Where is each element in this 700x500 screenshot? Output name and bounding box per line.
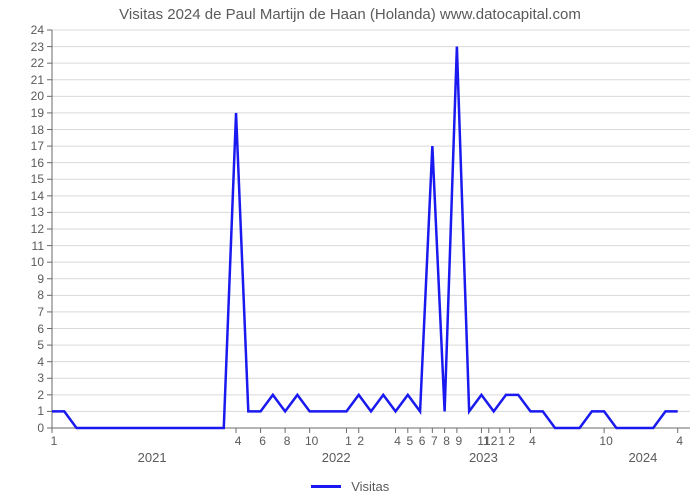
y-tick-label: 3 <box>37 371 44 385</box>
y-tick-label: 11 <box>32 239 44 253</box>
y-tick-label: 10 <box>31 255 44 269</box>
y-tick-label: 22 <box>31 56 44 70</box>
x-year-label: 2022 <box>314 450 358 465</box>
y-tick-label: 13 <box>31 205 44 219</box>
x-tick-label: 10 <box>302 434 322 448</box>
legend-label: Visitas <box>351 479 389 494</box>
y-tick-label: 17 <box>31 139 44 153</box>
y-tick-label: 8 <box>37 288 44 302</box>
y-tick-label: 12 <box>31 222 44 236</box>
x-tick-label: 9 <box>449 434 469 448</box>
y-tick-label: 6 <box>37 322 44 336</box>
x-tick-label: 4 <box>228 434 248 448</box>
x-year-label: 2024 <box>621 450 665 465</box>
y-tick-label: 15 <box>31 172 44 186</box>
y-tick-label: 1 <box>37 404 44 418</box>
x-tick-label: 6 <box>253 434 273 448</box>
y-tick-label: 21 <box>31 73 44 87</box>
y-tick-label: 18 <box>31 123 44 137</box>
y-tick-label: 0 <box>37 421 44 435</box>
x-tick-label: 4 <box>670 434 690 448</box>
y-tick-label: 7 <box>37 305 44 319</box>
x-tick-label: 4 <box>523 434 543 448</box>
series-line <box>52 47 678 428</box>
x-tick-label: 2 <box>502 434 522 448</box>
x-tick-label: 8 <box>277 434 297 448</box>
y-tick-label: 2 <box>37 388 44 402</box>
chart-container: Visitas 2024 de Paul Martijn de Haan (Ho… <box>0 0 700 500</box>
y-tick-label: 20 <box>31 89 44 103</box>
x-year-label: 2023 <box>461 450 505 465</box>
x-tick-label: 2 <box>351 434 371 448</box>
x-tick-label: 1 <box>44 434 64 448</box>
y-tick-label: 19 <box>31 106 44 120</box>
y-tick-label: 14 <box>31 189 44 203</box>
y-tick-label: 5 <box>37 338 44 352</box>
legend: Visitas <box>0 478 700 496</box>
x-year-label: 2021 <box>130 450 174 465</box>
legend-swatch <box>311 485 341 488</box>
y-tick-label: 24 <box>31 23 44 37</box>
plot-area <box>0 0 700 500</box>
y-tick-label: 4 <box>37 355 44 369</box>
y-tick-label: 9 <box>37 272 44 286</box>
x-tick-label: 10 <box>596 434 616 448</box>
y-tick-label: 16 <box>31 156 44 170</box>
y-tick-label: 23 <box>31 40 44 54</box>
